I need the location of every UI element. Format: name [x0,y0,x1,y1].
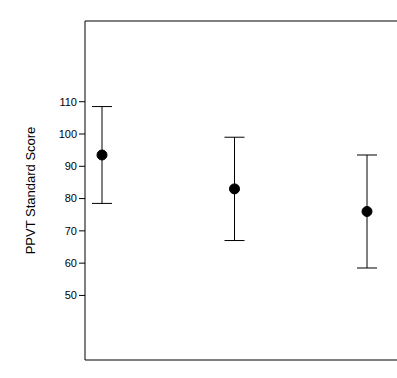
svg-text:100: 100 [59,128,77,140]
svg-text:60: 60 [65,257,77,269]
svg-text:90: 90 [65,160,77,172]
svg-text:70: 70 [65,225,77,237]
svg-text:50: 50 [65,289,77,301]
svg-text:110: 110 [59,96,77,108]
svg-text:PPVT Standard Score: PPVT Standard Score [23,127,38,255]
svg-text:80: 80 [65,192,77,204]
